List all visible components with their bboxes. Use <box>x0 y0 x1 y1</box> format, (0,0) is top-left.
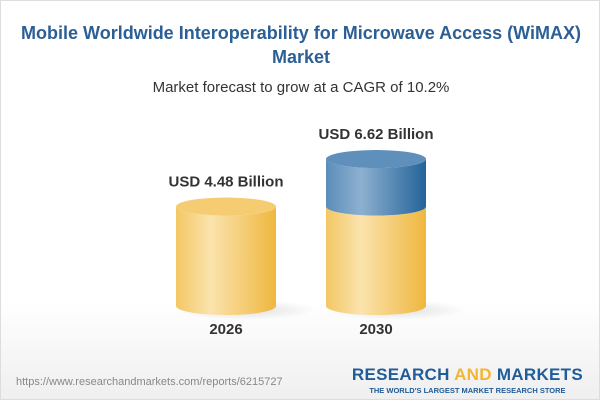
logo-text-2: AND <box>454 365 492 384</box>
chart-title: Mobile Worldwide Interoperability for Mi… <box>21 23 581 67</box>
x-tick-label: 2030 <box>359 321 392 338</box>
brand-logo: RESEARCH AND MARKETS THE WORLD'S LARGEST… <box>352 365 583 395</box>
data-label: USD 4.48 Billion <box>168 174 283 191</box>
cylinder-growth-segment <box>326 159 426 216</box>
logo-text-1: RESEARCH <box>351 365 455 384</box>
cylinder-chart: USD 4.48 Billion 2026 USD 6.62 Billion 2030 <box>168 126 466 338</box>
data-label: USD 6.62 Billion <box>318 126 433 143</box>
cylinder-bar-2026 <box>176 206 276 315</box>
source-url[interactable]: https://www.researchandmarkets.com/repor… <box>16 376 283 388</box>
cylinder-top <box>176 197 276 216</box>
cylinder-top <box>326 150 426 169</box>
x-tick-label: 2026 <box>209 321 242 338</box>
logo-tagline: THE WORLD'S LARGEST MARKET RESEARCH STOR… <box>369 386 566 395</box>
cylinder-base-segment <box>326 206 426 315</box>
logo-text-3: MARKETS <box>491 365 583 384</box>
chart-subtitle: Market forecast to grow at a CAGR of 10.… <box>152 79 450 96</box>
